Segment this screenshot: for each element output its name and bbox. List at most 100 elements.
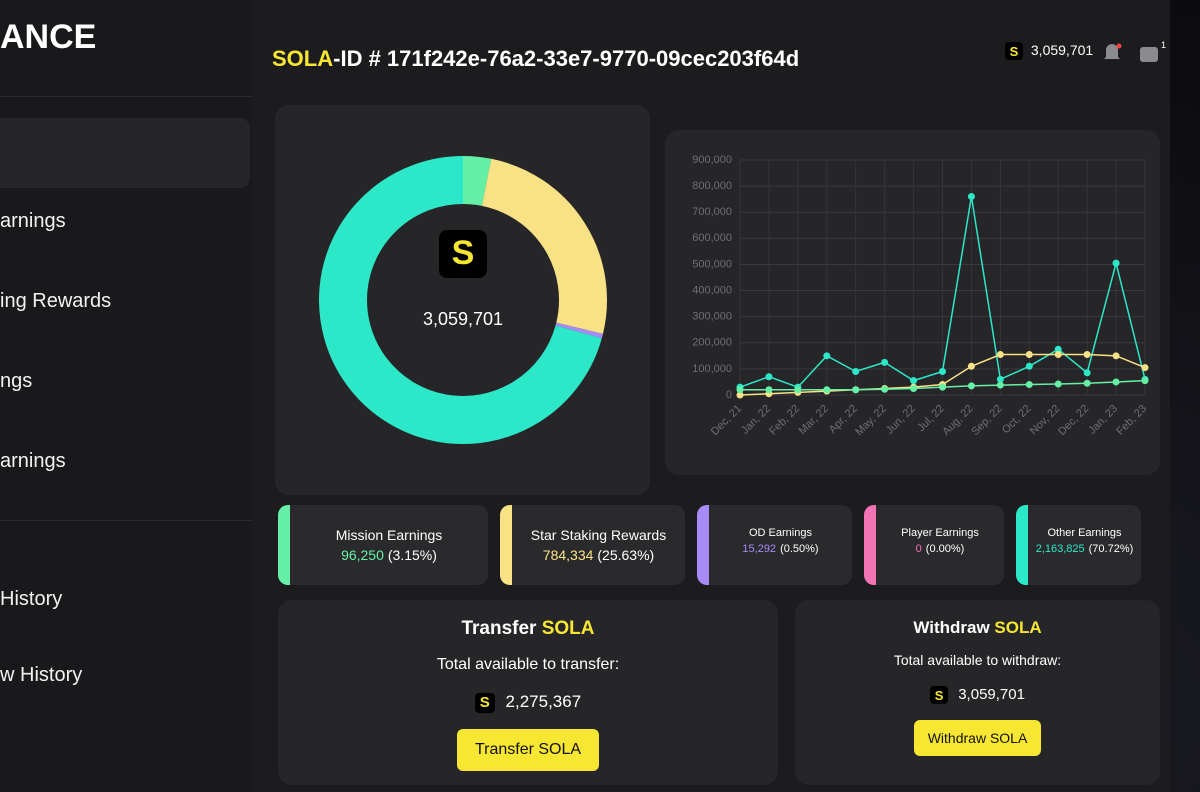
x-tick-label: Dec, 22	[1056, 403, 1091, 438]
sidebar: ANCE arnings ing Rewards ngs arnings His…	[0, 0, 252, 792]
stat-percent: (70.72%)	[1088, 543, 1134, 555]
stat-card: OD Earnings 15,292 (0.50%)	[697, 505, 852, 585]
bell-icon[interactable]	[1100, 40, 1124, 64]
stat-value: 0	[915, 543, 922, 555]
stat-card: Mission Earnings 96,250 (3.15%)	[278, 505, 488, 585]
donut-segment	[481, 158, 607, 334]
y-tick-label: 400,000	[692, 284, 732, 296]
series-point	[1083, 351, 1091, 359]
nav-item[interactable]: ing Rewards	[0, 290, 112, 312]
series-point	[881, 358, 889, 366]
wallet-shape	[1140, 47, 1158, 62]
series-point	[852, 368, 860, 375]
y-tick-label: 0	[726, 389, 732, 401]
series-point	[910, 384, 918, 392]
series-point	[736, 391, 744, 399]
series-point	[967, 382, 975, 390]
transfer-button[interactable]: Transfer SOLA	[456, 728, 600, 771]
donut-segment	[319, 156, 602, 444]
donut-segment	[462, 156, 492, 206]
y-tick-label: 600,000	[692, 232, 732, 244]
series-point	[1025, 351, 1033, 359]
transfer-token: SOLA	[541, 618, 595, 639]
balance-value: 3,059,701	[1030, 42, 1094, 58]
stat-title: Star Staking Rewards	[530, 527, 667, 543]
series-point	[1112, 378, 1120, 386]
y-tick-label: 500,000	[692, 258, 732, 270]
stat-card: Other Earnings 2,163,825 (70.72%)	[1016, 505, 1141, 585]
page-title: SOLA-ID # 171f242e-76a2-33e7-9770-09cec2…	[272, 46, 799, 72]
stat-values: 96,250 (3.15%)	[290, 547, 488, 563]
series-point	[1141, 364, 1149, 372]
line-card: 0 100,000 200,000 300,000 400,000 500,000 600,…	[665, 130, 1160, 475]
nav-item[interactable]: ngs	[0, 370, 33, 392]
transfer-title: Transfer SOLA	[278, 618, 778, 640]
stat-color-bar	[864, 505, 876, 585]
sola-icon: S	[474, 692, 495, 713]
series-point	[765, 386, 773, 394]
bell-dot	[1116, 43, 1122, 49]
divider	[0, 520, 252, 521]
stat-value: 784,334	[542, 547, 594, 563]
nav-item[interactable]: arnings	[0, 210, 66, 232]
stat-color-bar	[500, 505, 512, 585]
withdraw-title-text: Withdraw	[913, 618, 990, 637]
x-tick-label: Jun, 22	[884, 403, 918, 437]
nav-item[interactable]: w History	[0, 664, 83, 686]
stat-values: 0 (0.00%)	[876, 543, 1004, 555]
nav-active[interactable]	[0, 118, 250, 188]
y-tick-label: 800,000	[692, 180, 732, 192]
sola-icon: S	[930, 686, 949, 705]
sola-icon: S	[452, 234, 475, 272]
brand: ANCE	[0, 18, 97, 56]
stat-card: Star Staking Rewards 784,334 (25.63%)	[500, 505, 685, 585]
series-point	[765, 373, 773, 381]
series-point	[939, 383, 946, 391]
nav-item[interactable]: arnings	[0, 450, 66, 472]
divider	[0, 96, 252, 97]
withdraw-button[interactable]: Withdraw SOLA	[913, 720, 1042, 757]
series-point	[823, 386, 831, 394]
x-tick-label: Jan, 22	[739, 403, 773, 437]
transfer-subtitle: Total available to transfer:	[436, 656, 620, 673]
series-point	[736, 386, 744, 394]
balance: S 3,059,701	[1005, 42, 1094, 61]
y-tick-label: 900,000	[692, 154, 732, 166]
x-tick-label: Feb, 22	[767, 403, 802, 438]
title-token: SOLA	[272, 46, 334, 71]
withdraw-amount: 3,059,701	[958, 686, 1025, 703]
sola-icon: S	[1005, 42, 1023, 61]
stat-color-bar	[697, 505, 709, 585]
y-tick-label: 300,000	[692, 311, 732, 323]
stat-title: OD Earnings	[749, 527, 812, 539]
stat-value: 15,292	[742, 543, 777, 555]
nav-item[interactable]: History	[0, 588, 63, 610]
withdraw-token: SOLA	[994, 618, 1042, 637]
series-point	[967, 362, 975, 370]
donut-card: S 3,059,701	[275, 105, 650, 495]
series-point	[881, 385, 889, 393]
stat-value: 96,250	[341, 547, 384, 563]
series-point	[1141, 377, 1149, 385]
stat-title: Player Earnings	[901, 527, 979, 539]
transfer-amount: 2,275,367	[505, 692, 582, 711]
wallet-count: 1	[1161, 40, 1167, 50]
donut-center-label: 3,059,701	[423, 309, 503, 329]
series-point	[967, 193, 975, 201]
title-id: -ID # 171f242e-76a2-33e7-9770-09cec203f6…	[333, 46, 800, 71]
series-point	[823, 352, 831, 360]
x-tick-label: Dec, 21	[709, 403, 744, 438]
x-tick-label: Sep, 22	[969, 403, 1004, 438]
stat-color-bar	[278, 505, 290, 585]
stat-percent: (25.63%)	[597, 547, 655, 563]
series-point	[1054, 380, 1062, 388]
withdraw-subtitle: Total available to withdraw:	[893, 652, 1062, 668]
x-tick-label: May, 22	[853, 403, 889, 439]
series-point	[794, 386, 802, 394]
x-tick-label: Aug, 22	[940, 403, 975, 438]
series-point	[1054, 345, 1062, 353]
stat-value: 2,163,825	[1035, 543, 1085, 555]
transfer-amount-row: S 2,275,367	[278, 692, 778, 713]
wallet-icon[interactable]	[1138, 44, 1160, 64]
